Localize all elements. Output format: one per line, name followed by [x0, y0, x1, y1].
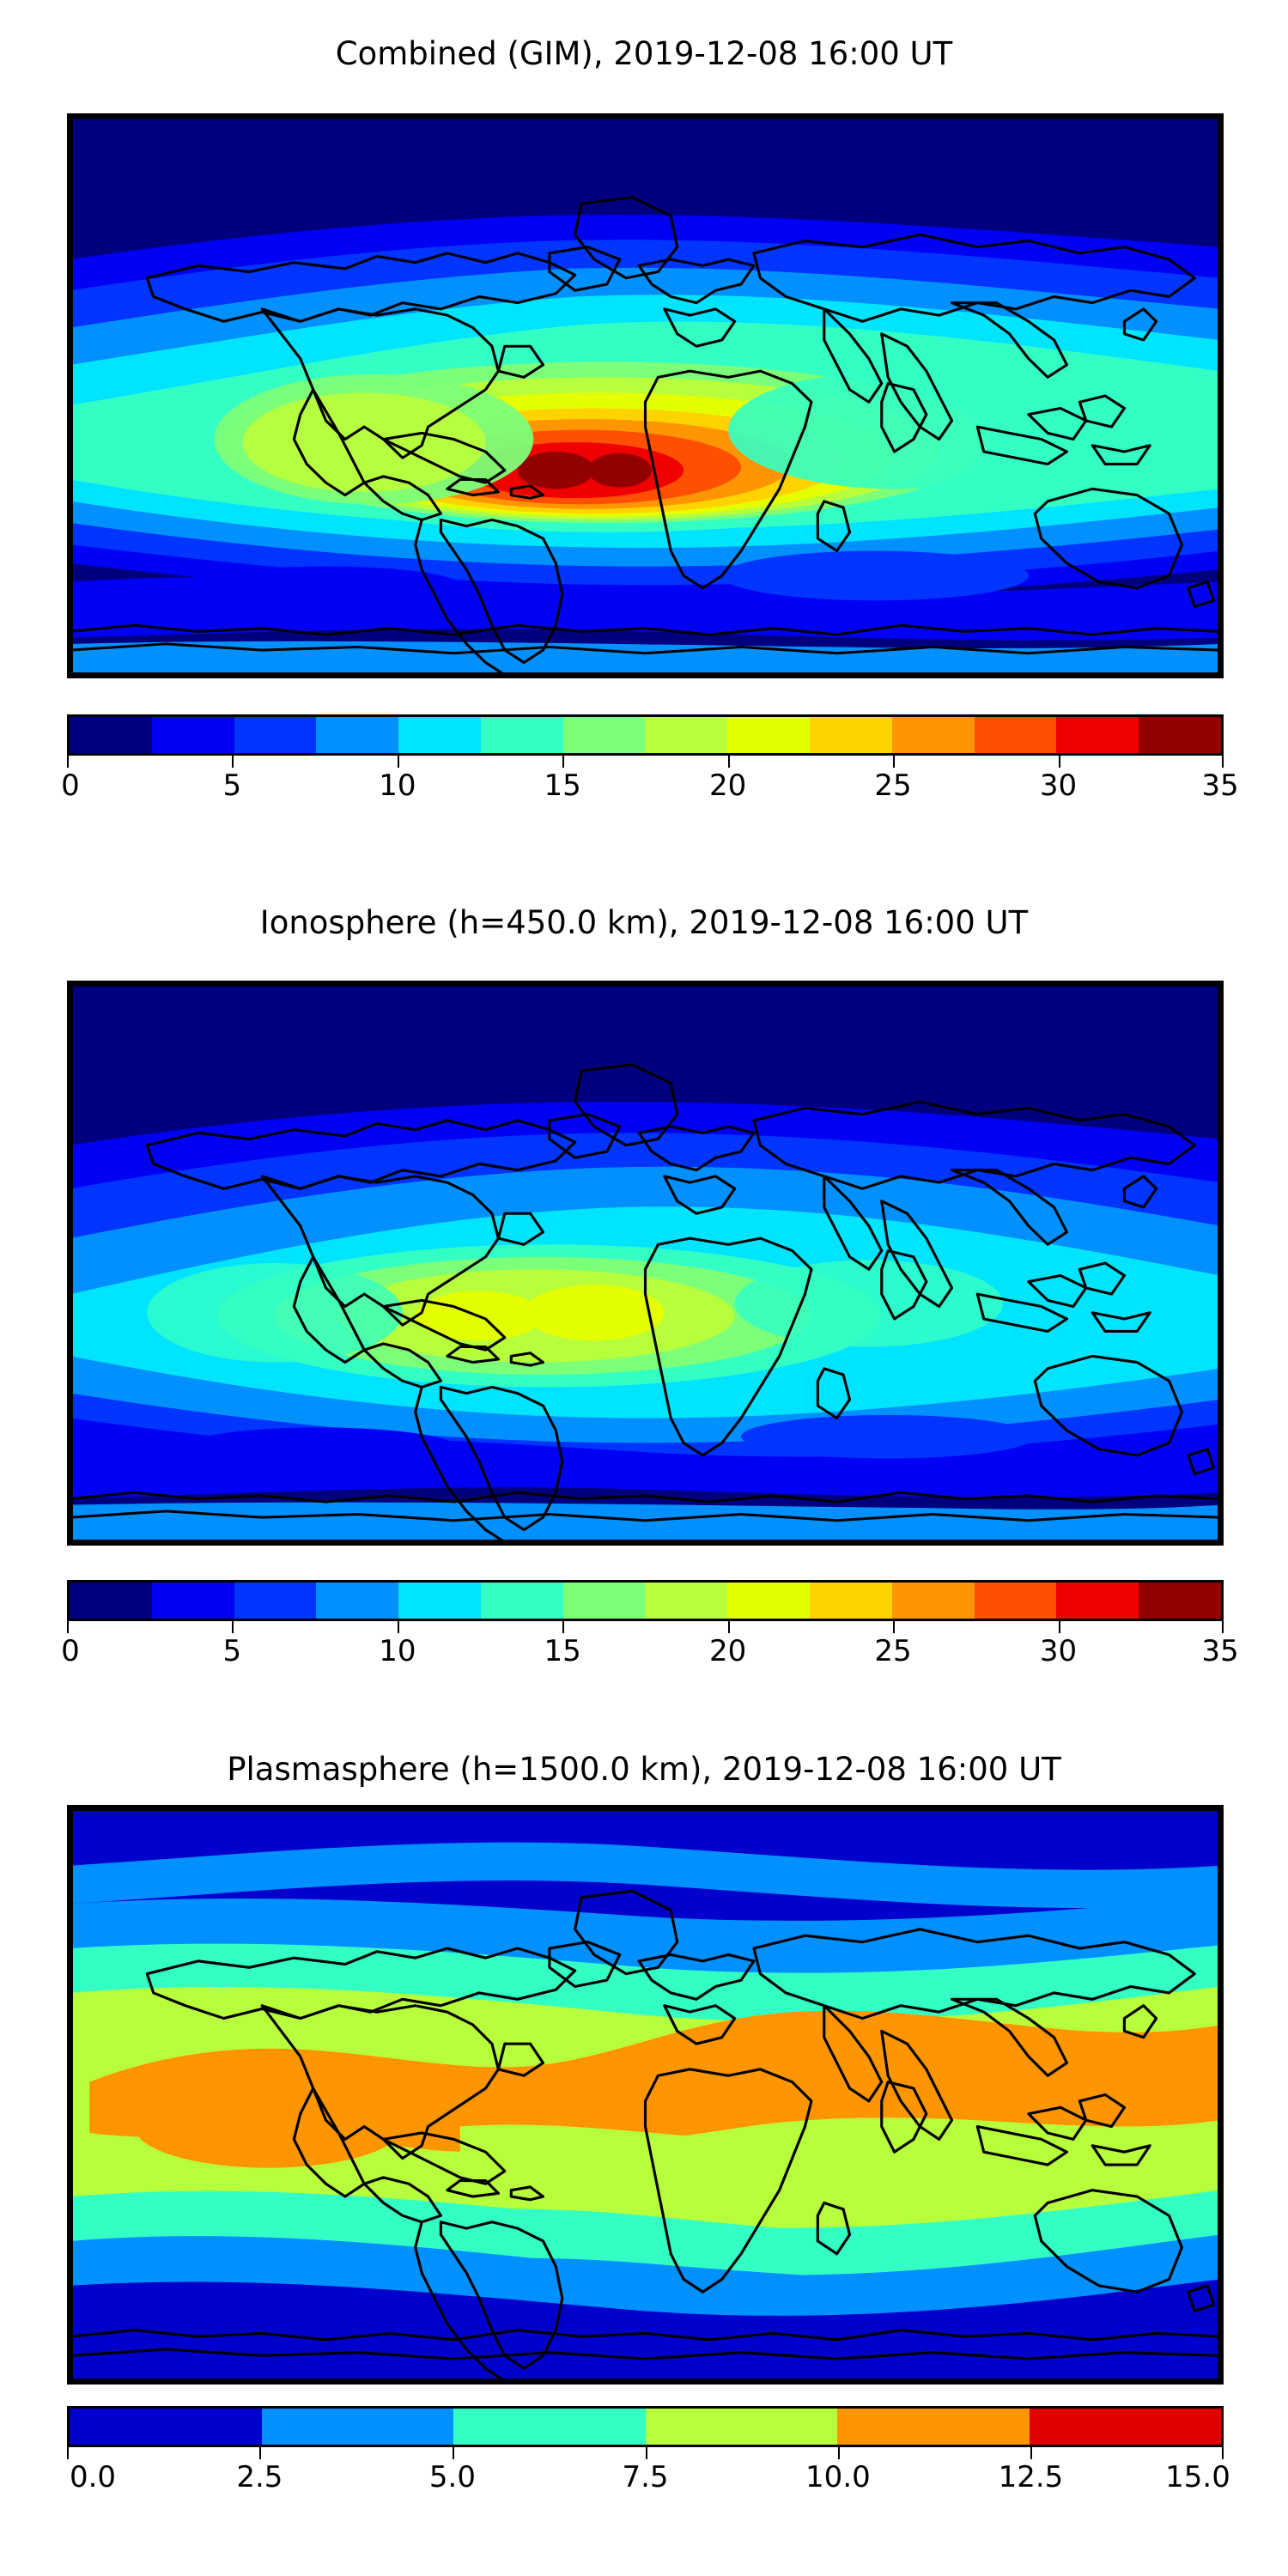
- colorbar-combined[interactable]: [67, 714, 1224, 756]
- cbar-band: [316, 717, 399, 753]
- colorbar-ticks-combined: [67, 756, 1224, 771]
- cbar-band: [891, 717, 975, 753]
- cbar-band: [398, 1583, 481, 1619]
- panel-ionosphere: Ionosphere (h=450.0 km), 2019-12-08 16:0…: [0, 859, 1288, 1735]
- cbar-band: [70, 1583, 152, 1619]
- contour-bands-plasmasphere: [70, 1808, 1220, 2381]
- cbar-tick-label: 7.5: [622, 2460, 669, 2494]
- cbar-band: [234, 1583, 317, 1619]
- cbar-band: [837, 2409, 1030, 2445]
- cbar-band: [70, 2409, 262, 2445]
- cbar-tick-label: 15: [544, 769, 581, 803]
- cbar-band: [151, 717, 234, 753]
- cbar-band: [1029, 2409, 1221, 2445]
- colorbar-wrap-combined: 0 5 10 15 20 25 30 35: [61, 714, 1239, 809]
- cbar-band: [1139, 717, 1221, 753]
- contour-bands-combined: [70, 117, 1220, 675]
- cbar-tick-label: 5: [222, 769, 242, 803]
- panel-plasmasphere: Plasmasphere (h=1500.0 km), 2019-12-08 1…: [0, 1735, 1288, 2576]
- cbar-band: [1056, 1583, 1139, 1619]
- cbar-tick-label: 25: [874, 769, 912, 803]
- cbar-band: [645, 1583, 728, 1619]
- cbar-band: [727, 1583, 811, 1619]
- map-svg-combined: [70, 117, 1220, 675]
- cbar-tick-label: 30: [1039, 1634, 1078, 1668]
- panel-title-ionosphere: Ionosphere (h=450.0 km), 2019-12-08 16:0…: [259, 904, 1029, 941]
- panel-combined-gim: Combined (GIM), 2019-12-08 16:00 UT: [0, 0, 1288, 859]
- cbar-tick-label: 0: [61, 769, 80, 803]
- cbar-band: [1139, 1583, 1221, 1619]
- colorbar-wrap-plasmasphere: 0.0 2.5 5.0 7.5 10.0 12.5 15.0: [67, 2406, 1230, 2500]
- cbar-tick-label: 15: [544, 1634, 581, 1668]
- cbar-band: [480, 1583, 563, 1619]
- cbar-band: [151, 1583, 234, 1619]
- cbar-band: [974, 1583, 1057, 1619]
- cbar-tick-label: 0.0: [69, 2460, 117, 2494]
- cbar-tick-label: 35: [1201, 769, 1239, 803]
- cbar-band: [562, 1583, 646, 1619]
- map-plasmasphere: [67, 1805, 1224, 2385]
- cbar-band: [974, 717, 1057, 753]
- colorbar-wrap-ionosphere: 0 5 10 15 20 25 30 35: [61, 1580, 1239, 1674]
- colorbar-labels-ionosphere: 0 5 10 15 20 25 30 35: [61, 1634, 1238, 1674]
- cbar-band: [810, 1583, 892, 1619]
- cbar-band: [562, 717, 646, 753]
- coastlines-combined: [70, 196, 1220, 675]
- contour-bands-ionosphere: [70, 984, 1220, 1542]
- cbar-tick-label: 10: [379, 1634, 416, 1668]
- map-ionosphere: [67, 981, 1224, 1546]
- cbar-band: [70, 717, 152, 753]
- cbar-band: [480, 717, 563, 753]
- cbar-tick-label: 35: [1201, 1634, 1239, 1668]
- colorbar-ionosphere[interactable]: [67, 1580, 1224, 1621]
- cbar-tick-label: 20: [709, 1634, 747, 1668]
- cbar-band: [727, 717, 811, 753]
- colorbar-ticks-plasmasphere: [67, 2447, 1224, 2463]
- cbar-band: [645, 2409, 837, 2445]
- cbar-tick-label: 10: [379, 769, 416, 803]
- cbar-tick-label: 15.0: [1165, 2460, 1230, 2494]
- cbar-band: [398, 717, 481, 753]
- cbar-band: [645, 717, 728, 753]
- cbar-band: [234, 717, 317, 753]
- colorbar-labels-combined: 0 5 10 15 20 25 30 35: [61, 769, 1238, 809]
- cbar-band: [891, 1583, 975, 1619]
- cbar-band: [261, 2409, 453, 2445]
- coastlines-plasmasphere: [70, 1889, 1220, 2381]
- cbar-tick-label: 0: [61, 1634, 80, 1668]
- map-svg-plasmasphere: [70, 1808, 1220, 2381]
- panel-title-combined: Combined (GIM), 2019-12-08 16:00 UT: [335, 35, 953, 72]
- cbar-tick-label: 30: [1039, 769, 1078, 803]
- cbar-tick-label: 20: [709, 769, 747, 803]
- cbar-band: [316, 1583, 399, 1619]
- colorbar-ticks-ionosphere: [67, 1621, 1224, 1637]
- cbar-tick-label: 25: [874, 1634, 912, 1668]
- map-svg-ionosphere: [70, 984, 1220, 1542]
- colorbar-labels-plasmasphere: 0.0 2.5 5.0 7.5 10.0 12.5 15.0: [67, 2460, 1230, 2500]
- cbar-band: [1056, 717, 1139, 753]
- cbar-band: [453, 2409, 646, 2445]
- cbar-tick-label: 12.5: [998, 2460, 1064, 2494]
- colorbar-plasmasphere[interactable]: [67, 2406, 1224, 2447]
- cbar-band: [810, 717, 892, 753]
- cbar-tick-label: 5: [222, 1634, 242, 1668]
- coastlines-ionosphere: [70, 1063, 1220, 1542]
- cbar-tick-label: 10.0: [805, 2460, 871, 2494]
- panel-title-plasmasphere: Plasmasphere (h=1500.0 km), 2019-12-08 1…: [227, 1751, 1061, 1788]
- map-combined-gim: [67, 113, 1224, 678]
- cbar-tick-label: 5.0: [428, 2460, 476, 2494]
- cbar-tick-label: 2.5: [236, 2460, 283, 2494]
